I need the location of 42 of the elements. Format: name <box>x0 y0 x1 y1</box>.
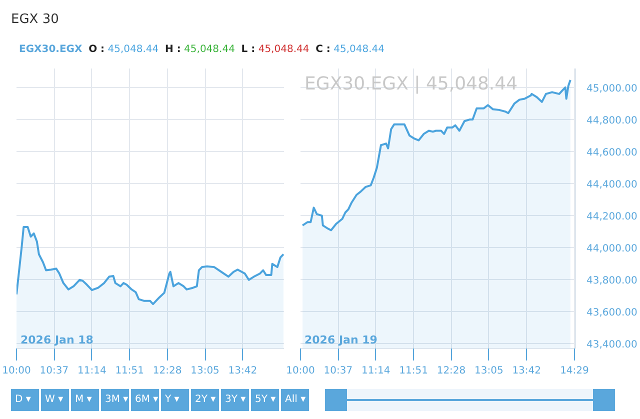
y-tick-label: 44,200.00 <box>586 212 638 223</box>
text: All ▾ <box>281 389 309 411</box>
x-tick-label: 14:29 <box>560 366 589 376</box>
text: L : 45,048.44 <box>241 44 310 55</box>
text: 3Y ▾ <box>221 389 249 411</box>
text: 6M ▾ <box>131 389 159 411</box>
x-tick-label: 13:05 <box>474 366 504 376</box>
annotation: 2026 Jan 19 <box>304 334 378 346</box>
x-tick-label: 11:14 <box>361 366 390 376</box>
text: W ▾ <box>41 389 69 411</box>
x-tick-label: 11:14 <box>78 366 106 376</box>
x-tick-label: 10:37 <box>324 366 353 376</box>
y-tick-label: 43,600.00 <box>586 308 638 319</box>
text: M ▾ <box>71 389 99 411</box>
x-tick-label: 10:00 <box>286 366 315 376</box>
y-tick-label: 44,600.00 <box>586 148 638 159</box>
text: 3M ▾ <box>101 389 129 411</box>
annotation: 2026 Jan 18 <box>20 334 94 346</box>
y-tick-label: 44,000.00 <box>586 244 638 255</box>
text: 2Y ▾ <box>191 389 219 411</box>
x-tick-label: 13:05 <box>190 366 220 376</box>
x-tick-label: 10:00 <box>2 366 31 376</box>
y-tick-label: 44,800.00 <box>586 116 638 127</box>
x-tick-label: 11:51 <box>399 366 428 376</box>
text: EGX30.EGX <box>19 44 82 55</box>
text: C : 45,048.44 <box>316 44 384 55</box>
y-tick-label: 45,000.00 <box>586 84 638 95</box>
x-tick-label: 12:28 <box>152 366 182 376</box>
x-tick-label: 12:28 <box>436 366 466 376</box>
text: D ▾ <box>11 389 39 411</box>
x-tick-label: 13:42 <box>228 366 258 376</box>
text: O : 45,048.44 <box>88 44 159 55</box>
text: 5Y ▾ <box>251 389 279 411</box>
text: Y ▾ <box>161 389 189 411</box>
text: H : 45,048.44 <box>165 44 235 55</box>
x-tick-label: 13:42 <box>512 366 542 376</box>
x-tick-label: 11:51 <box>115 366 144 376</box>
x-tick-label: 10:37 <box>40 366 69 376</box>
y-tick-label: 43,800.00 <box>586 276 638 287</box>
chart-title: EGX 30 <box>11 11 59 29</box>
y-tick-label: 44,400.00 <box>586 180 638 191</box>
y-tick-label: 43,400.00 <box>586 340 638 351</box>
